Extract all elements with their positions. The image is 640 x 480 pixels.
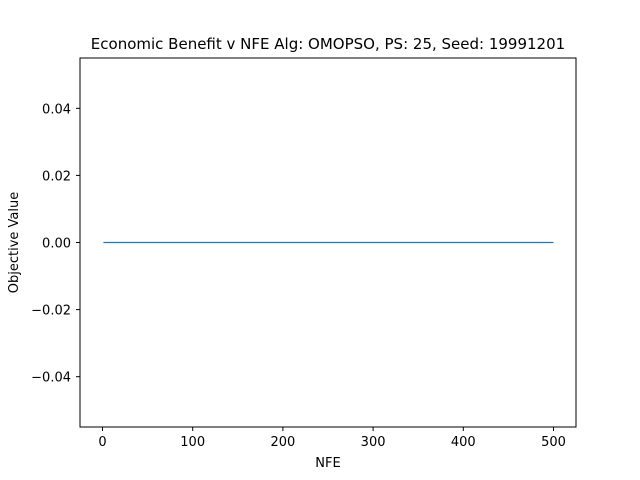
x-axis-label: NFE — [315, 456, 340, 471]
x-tick-label: 200 — [270, 435, 295, 450]
x-tick-label: 400 — [451, 435, 476, 450]
x-tick-label: 500 — [541, 435, 566, 450]
y-tick-label: −0.04 — [31, 371, 71, 386]
x-tick-label: 300 — [361, 435, 386, 450]
y-tick-label: 0.00 — [42, 237, 71, 252]
y-tick-label: 0.02 — [42, 169, 71, 184]
y-axis-ticks: −0.04 −0.02 0.00 0.02 0.04 — [31, 102, 80, 386]
y-axis-label: Objective Value — [7, 192, 22, 293]
x-tick-label: 0 — [98, 435, 106, 450]
y-tick-label: −0.02 — [31, 304, 71, 319]
x-tick-label: 100 — [180, 435, 205, 450]
y-tick-label: 0.04 — [42, 102, 71, 117]
chart-title: Economic Benefit v NFE Alg: OMOPSO, PS: … — [91, 35, 565, 53]
x-axis-ticks: 0 100 200 300 400 500 — [98, 427, 566, 450]
